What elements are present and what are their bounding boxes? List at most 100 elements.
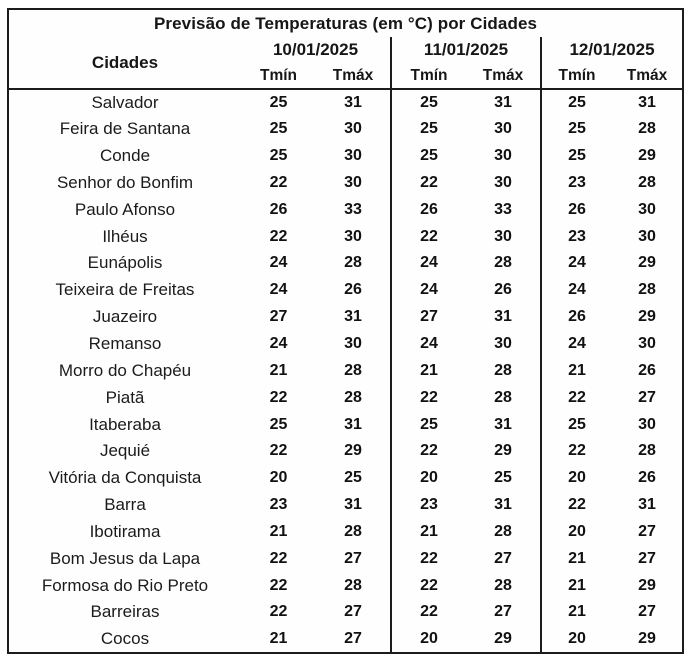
tmin-header: Tmín [241,63,316,90]
table-row: Formosa do Rio Preto 22 28 22 28 21 29 [8,572,683,600]
temp-cell-day2-tmax: 31 [494,93,512,111]
temp-cell-day2-tmax: 31 [494,496,512,514]
temp-cell-day2-tmin: 20 [390,625,466,653]
city-cell: Jequié [99,441,151,461]
city-cell: Morro do Chapéu [58,360,192,380]
city-cell: Conde [99,146,151,166]
temp-cell-day3-tmin: 20 [540,625,612,653]
city-cell: Salvador [91,92,159,112]
temp-cell-day2-tmin: 22 [390,599,466,626]
temp-cell-day1-tmin: 22 [269,442,288,460]
title-row: Previsão de Temperaturas (em °C) por Cid… [8,9,683,37]
city-cell: Itaberaba [89,414,161,434]
table-row: Itaberaba 25 31 25 31 25 30 [8,411,683,438]
city-cell: Vitória da Conquista [48,468,202,488]
temp-cell-day3-tmax: 28 [638,120,656,138]
temp-cell-day2-tmax: 28 [494,361,512,379]
table-row: Vitória da Conquista 20 25 20 25 20 26 [8,464,683,492]
temp-cell-day3-tmax: 30 [638,335,656,353]
city-cell: Piatã [105,387,145,407]
temp-cell-day2-tmin: 22 [390,437,466,465]
temp-cell-day2-tmin: 22 [390,384,466,412]
city-cell: Ilhéus [102,226,148,246]
temp-cell-day2-tmin: 21 [390,518,466,546]
temp-cell-day2-tmax: 33 [494,200,512,218]
temp-cell-day3-tmin: 22 [540,384,612,412]
table-row: Cocos 21 27 20 29 20 29 [8,625,683,653]
city-cell: Remanso [88,334,162,354]
temp-cell-day1-tmax: 30 [344,173,362,191]
temp-cell-day1-tmax: 28 [344,522,362,540]
city-cell: Barra [104,495,146,515]
temp-cell-day3-tmin: 24 [540,330,612,358]
temp-cell-day2-tmax: 28 [494,522,512,540]
table-title: Previsão de Temperaturas (em °C) por Cid… [153,13,538,33]
temp-cell-day3-tmax: 28 [638,281,656,299]
table-row: Feira de Santana 25 30 25 30 25 28 [8,115,683,143]
temp-cell-day3-tmin: 21 [540,357,612,385]
temp-cell-day1-tmin: 22 [269,173,288,191]
temp-cell-day2-tmin: 24 [390,250,466,277]
temp-cell-day3-tmax: 28 [638,173,656,191]
table-row: Juazeiro 27 31 27 31 26 29 [8,303,683,331]
temp-cell-day1-tmin: 25 [269,147,288,165]
temp-cell-day1-tmax: 27 [344,603,362,621]
city-cell: Teixeira de Freitas [55,280,195,300]
temp-cell-day3-tmax: 30 [638,415,656,433]
temp-cell-day3-tmax: 28 [638,442,656,460]
temp-cell-day3-tmin: 22 [540,437,612,465]
table-row: Eunápolis 24 28 24 28 24 29 [8,250,683,277]
temperature-forecast-table: Previsão de Temperaturas (em °C) por Cid… [7,8,685,654]
date-header-day2: 11/01/2025 [390,37,541,63]
city-cell: Juazeiro [92,307,158,327]
temp-cell-day3-tmax: 31 [638,496,656,514]
temp-cell-day2-tmax: 28 [494,576,512,594]
city-cell: Feira de Santana [59,119,191,139]
temp-cell-day1-tmax: 28 [344,388,362,406]
temp-cell-day2-tmax: 29 [494,629,512,647]
temp-cell-day3-tmin: 20 [540,518,612,546]
table-row: Morro do Chapéu 21 28 21 28 21 26 [8,357,683,385]
temp-cell-day1-tmax: 33 [344,200,362,218]
temp-cell-day2-tmin: 22 [390,545,466,573]
temp-cell-day2-tmax: 31 [494,415,512,433]
temp-cell-day1-tmin: 26 [269,200,288,218]
temp-cell-day3-tmin: 22 [540,491,612,519]
temp-cell-day3-tmax: 29 [638,629,656,647]
temp-cell-day3-tmax: 29 [638,147,656,165]
tmax-header: Tmáx [466,63,541,90]
temp-cell-day2-tmin: 25 [390,89,466,116]
table-header: Previsão de Temperaturas (em °C) por Cid… [8,9,684,90]
temp-cell-day2-tmin: 25 [390,142,466,170]
temp-cell-day3-tmin: 26 [540,196,612,224]
city-cell: Bom Jesus da Lapa [49,548,201,568]
temp-cell-day1-tmax: 31 [344,308,362,326]
table-row: Ilhéus 22 30 22 30 23 30 [8,223,683,251]
temp-cell-day2-tmin: 21 [390,357,466,385]
temp-cell-day3-tmax: 27 [638,522,656,540]
temp-cell-day3-tmin: 21 [540,599,612,626]
city-cell: Ibotirama [89,521,161,541]
temp-cell-day3-tmax: 30 [638,227,656,245]
city-cell: Senhor do Bonfim [56,172,194,192]
temp-cell-day3-tmin: 26 [540,303,612,331]
temp-cell-day1-tmin: 22 [269,388,288,406]
temp-cell-day1-tmin: 22 [269,576,288,594]
table-row: Barreiras 22 27 22 27 21 27 [8,599,683,626]
temp-cell-day3-tmin: 21 [540,572,612,600]
temp-cell-day3-tmin: 23 [540,169,612,197]
temp-cell-day1-tmax: 31 [344,415,362,433]
temp-cell-day1-tmax: 28 [344,254,362,272]
temp-cell-day2-tmin: 25 [390,115,466,143]
temp-cell-day2-tmax: 30 [494,227,512,245]
temp-cell-day1-tmin: 27 [269,308,288,326]
table-body: Salvador 25 31 25 31 25 31 Feira de Sant… [8,89,683,653]
date-header-day1: 10/01/2025 [272,40,359,59]
temp-cell-day2-tmin: 26 [390,196,466,224]
temp-cell-day2-tmin: 22 [390,223,466,251]
temp-cell-day3-tmin: 25 [540,142,612,170]
temp-cell-day1-tmin: 21 [269,361,288,379]
temp-cell-day3-tmin: 24 [540,250,612,277]
city-cell: Cocos [100,628,150,648]
temp-cell-day3-tmax: 30 [638,200,656,218]
